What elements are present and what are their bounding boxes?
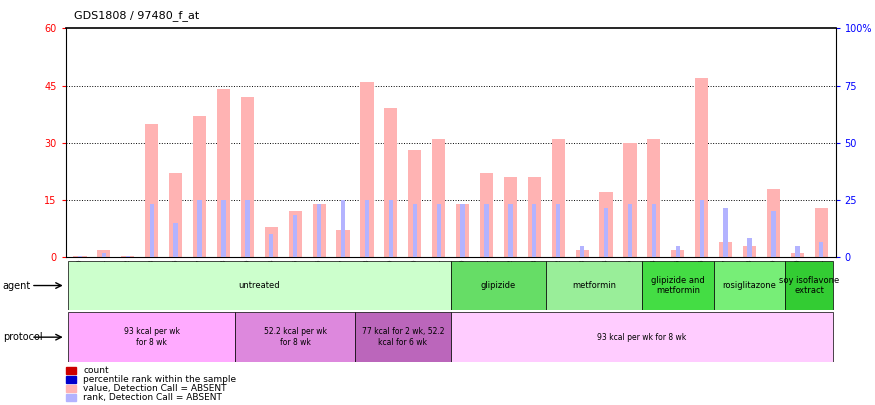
Bar xyxy=(384,109,397,257)
Text: value, Detection Call = ABSENT: value, Detection Call = ABSENT xyxy=(83,384,227,393)
Text: percentile rank within the sample: percentile rank within the sample xyxy=(83,375,236,384)
Bar xyxy=(719,242,732,257)
Bar xyxy=(795,246,800,257)
Bar xyxy=(546,261,642,310)
Bar xyxy=(456,204,469,257)
Bar xyxy=(460,204,465,257)
Bar xyxy=(413,204,416,257)
Bar xyxy=(293,215,298,257)
Text: GDS1808 / 97480_f_at: GDS1808 / 97480_f_at xyxy=(74,10,200,21)
Bar xyxy=(102,254,106,257)
Bar xyxy=(791,254,804,257)
Bar xyxy=(747,238,752,257)
Bar xyxy=(122,256,135,257)
Text: 93 kcal per wk for 8 wk: 93 kcal per wk for 8 wk xyxy=(598,333,687,342)
Bar xyxy=(714,261,786,310)
Bar xyxy=(68,261,451,310)
Bar xyxy=(599,192,612,257)
Bar xyxy=(437,204,441,257)
Bar xyxy=(699,200,704,257)
Bar xyxy=(360,82,374,257)
Bar xyxy=(485,204,488,257)
Bar xyxy=(388,200,393,257)
Bar xyxy=(451,312,833,362)
Bar xyxy=(815,208,828,257)
Bar xyxy=(671,249,684,257)
Bar xyxy=(432,139,445,257)
Text: protocol: protocol xyxy=(3,332,42,342)
Text: 93 kcal per wk
for 8 wk: 93 kcal per wk for 8 wk xyxy=(123,328,179,347)
Bar xyxy=(628,204,632,257)
Bar xyxy=(312,204,326,257)
Bar xyxy=(235,312,355,362)
Bar xyxy=(528,177,541,257)
Bar xyxy=(786,261,833,310)
Text: untreated: untreated xyxy=(239,281,280,290)
Bar xyxy=(408,150,422,257)
Bar xyxy=(580,246,584,257)
Bar xyxy=(74,256,87,257)
Bar xyxy=(771,211,775,257)
Bar xyxy=(198,200,202,257)
Text: 52.2 kcal per wk
for 8 wk: 52.2 kcal per wk for 8 wk xyxy=(263,328,326,347)
Text: soy isoflavone
extract: soy isoflavone extract xyxy=(780,276,839,295)
Bar xyxy=(150,204,154,257)
Bar xyxy=(97,249,110,257)
Bar xyxy=(648,139,661,257)
Bar xyxy=(341,200,345,257)
Bar xyxy=(193,116,206,257)
Bar xyxy=(508,204,513,257)
Bar xyxy=(623,143,636,257)
Bar xyxy=(551,139,564,257)
Bar xyxy=(317,204,321,257)
Bar xyxy=(265,227,278,257)
Bar xyxy=(724,208,728,257)
Bar xyxy=(355,312,451,362)
Bar xyxy=(245,200,249,257)
Bar xyxy=(365,200,369,257)
Bar xyxy=(78,256,82,257)
Bar xyxy=(532,204,536,257)
Bar xyxy=(145,124,158,257)
Bar xyxy=(173,223,178,257)
Bar xyxy=(337,230,350,257)
Bar xyxy=(652,204,656,257)
Bar xyxy=(766,189,780,257)
Bar xyxy=(451,261,546,310)
Bar xyxy=(743,246,756,257)
Text: 77 kcal for 2 wk, 52.2
kcal for 6 wk: 77 kcal for 2 wk, 52.2 kcal for 6 wk xyxy=(361,328,444,347)
Bar xyxy=(504,177,517,257)
Text: count: count xyxy=(83,366,108,375)
Text: metformin: metformin xyxy=(572,281,616,290)
Bar xyxy=(604,208,608,257)
Bar xyxy=(695,78,708,257)
Bar xyxy=(270,234,273,257)
Bar xyxy=(289,211,302,257)
Text: rank, Detection Call = ABSENT: rank, Detection Call = ABSENT xyxy=(83,393,222,402)
Bar xyxy=(642,261,714,310)
Bar xyxy=(480,173,494,257)
Bar xyxy=(576,249,589,257)
Text: rosiglitazone: rosiglitazone xyxy=(723,281,776,290)
Text: glipizide: glipizide xyxy=(481,281,516,290)
Bar xyxy=(221,200,226,257)
Text: agent: agent xyxy=(3,281,31,290)
Bar xyxy=(217,90,230,257)
Bar xyxy=(676,246,680,257)
Bar xyxy=(819,242,823,257)
Bar xyxy=(126,256,130,257)
Bar xyxy=(68,312,235,362)
Bar xyxy=(169,173,182,257)
Text: glipizide and
metformin: glipizide and metformin xyxy=(651,276,704,295)
Bar xyxy=(241,97,254,257)
Bar xyxy=(556,204,560,257)
